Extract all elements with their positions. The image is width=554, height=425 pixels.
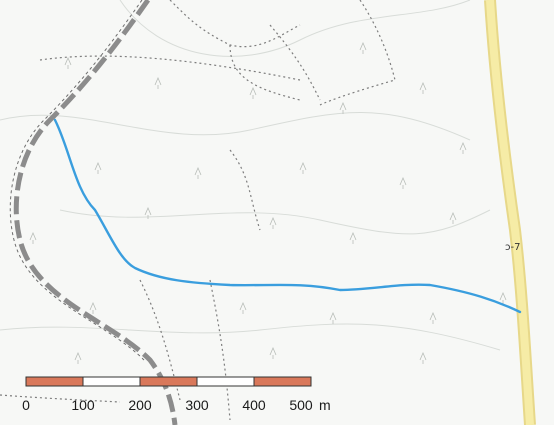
trails xyxy=(0,0,396,421)
contour-lines xyxy=(0,0,501,351)
scale-tick-400: 400 xyxy=(242,397,266,413)
scale-segment-1 xyxy=(25,376,84,387)
road-label: ɔ-7 xyxy=(505,242,521,253)
scale-tick-500: 500 xyxy=(289,397,313,413)
main-road xyxy=(484,0,536,425)
railway-line xyxy=(9,0,178,425)
scale-bar xyxy=(25,376,312,387)
scale-unit: m xyxy=(319,397,331,413)
scale-segment-2 xyxy=(82,376,141,387)
scale-tick-300: 300 xyxy=(185,397,209,413)
forest-symbols xyxy=(29,41,507,364)
scale-segment-5 xyxy=(253,376,312,387)
stream-line xyxy=(53,118,522,314)
scale-segment-4 xyxy=(196,376,255,387)
scale-tick-0: 0 xyxy=(22,397,30,413)
scale-tick-100: 100 xyxy=(71,397,95,413)
scale-segment-3 xyxy=(139,376,198,387)
scale-tick-200: 200 xyxy=(128,397,152,413)
